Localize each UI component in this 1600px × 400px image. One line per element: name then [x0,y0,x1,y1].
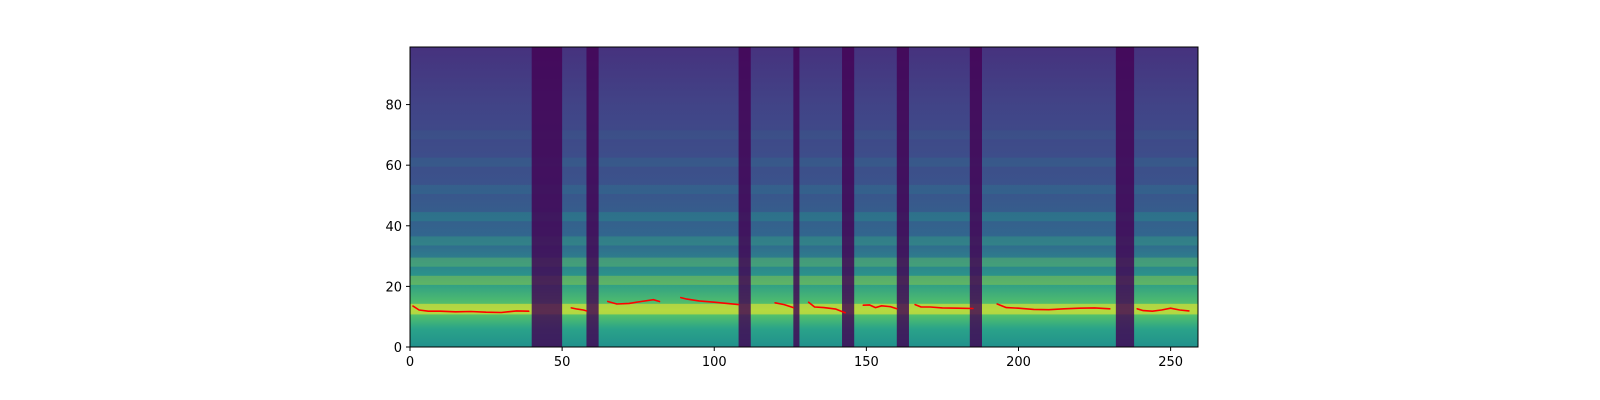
x-tick-label: 0 [406,355,414,370]
y-tick-label: 60 [385,159,402,174]
harmonic-band [410,157,1198,167]
plot-frame [409,46,1199,348]
series-line-segment [774,301,795,309]
harmonic-band [410,130,1198,140]
silence-band [531,47,563,347]
y-tick-label: 20 [385,280,402,295]
harmonic-band [410,303,1198,315]
x-tick-label: 150 [854,355,879,370]
series-line-segment [914,303,974,310]
heatmap-silence-bands [531,47,1135,347]
y-tick-label: 40 [385,220,402,235]
harmonic-band [410,184,1198,194]
series-line-segment [412,305,530,314]
series-line-segment [862,304,898,310]
silence-band [586,47,599,347]
x-axis: 0 50 100 150 200 250 [406,347,1183,370]
harmonic-band [410,212,1198,222]
series-line-segment [570,307,588,312]
harmonic-band [410,275,1198,285]
silence-band [738,47,751,347]
harmonic-band [410,257,1198,267]
series-line-segment [1136,307,1190,313]
y-axis: 0 20 40 60 80 [385,99,410,356]
y-tick-label: 0 [394,341,402,356]
silence-band [896,47,909,347]
x-tick-label: 250 [1158,355,1183,370]
x-tick-label: 50 [554,355,571,370]
heatmap-background [410,47,1198,347]
x-tick-label: 200 [1006,355,1031,370]
harmonic-band [410,236,1198,246]
series-line-segment [679,296,740,306]
silence-band [1115,47,1135,347]
heatmap-harmonics [410,130,1198,315]
series-line-segment [807,301,846,314]
y-tick-label: 80 [385,99,402,114]
series-line-segment [606,298,661,305]
plot-area [409,46,1199,348]
series-layer [412,296,1190,314]
x-tick-label: 100 [702,355,727,370]
series-line-segment [996,303,1111,311]
silence-band [969,47,982,347]
silence-band [842,47,855,347]
silence-band [793,47,800,347]
